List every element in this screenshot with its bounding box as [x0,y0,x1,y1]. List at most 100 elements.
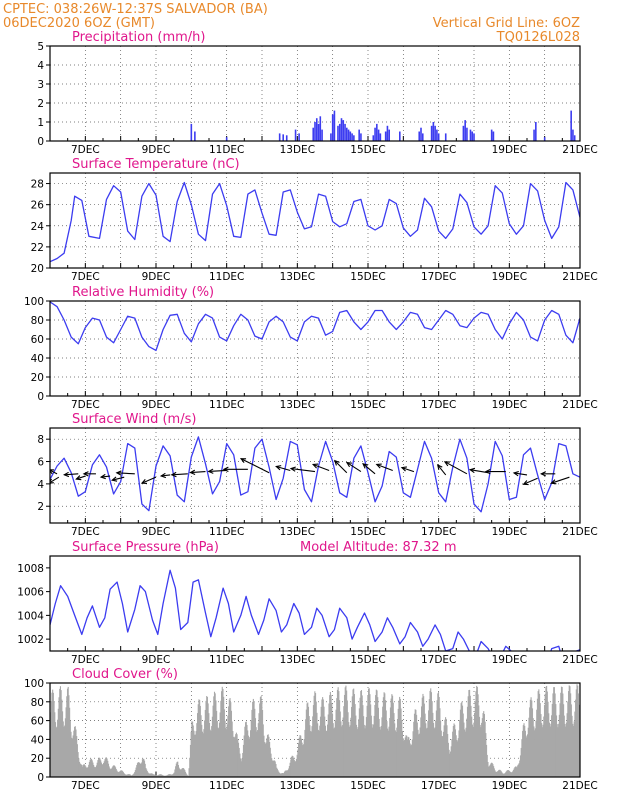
cloud-bar [562,693,564,777]
cloud-bar [118,771,120,777]
precip-bar [533,129,535,141]
cloud-bar [108,766,110,777]
cloud-bar [281,773,283,777]
cloud-bar [497,770,499,777]
cloud-bar [356,729,358,777]
cloud-bar [333,728,335,777]
cloud-bar [283,773,285,777]
cloud-bar [261,700,263,777]
cloud-bar [336,698,338,777]
cloud-bar [365,725,367,777]
cloud-bar [254,708,256,777]
cloud-ytick-label: 0 [37,772,44,784]
cloud-bar [233,736,235,777]
wind-vector [222,466,248,473]
cloud-xtick-label: 7DEC [71,780,100,792]
cloud-bar [211,716,213,777]
cloud-bar [216,710,218,777]
cloud-bar [59,686,61,777]
cloud-bar [427,721,429,777]
cloud-bar [365,717,367,777]
cloud-bar [435,710,437,777]
cloud-bar [264,742,266,777]
cloud-bar [272,760,274,777]
cloud-bar [481,718,483,777]
cloud-bar [299,735,301,777]
cloud-bar [264,743,266,777]
cloud-bar [407,736,409,777]
precip-bar [312,127,315,141]
precip-bar [436,129,438,141]
cloud-bar [445,718,447,777]
cloud-bar [84,765,86,777]
temp-xtick-label: 17DEC [421,271,456,283]
cloud-bar [115,767,117,777]
wind-ytick-label: 6 [37,457,44,469]
cloud-bar [51,692,53,777]
precip-bar [358,129,360,141]
cloud-bar [567,691,570,777]
cloud-xtick-label: 9DEC [142,780,171,792]
rh-xtick-label: 11DEC [209,399,244,411]
wind-vector [375,463,393,471]
precip-bar [294,129,297,141]
temp-ytick-label: 26 [31,200,45,212]
wind-vector [140,476,157,484]
cloud-bar [575,689,577,777]
wind-vector [207,468,227,474]
cloud-bar [554,693,556,777]
cloud-bar [158,774,160,777]
cloud-bar [518,763,520,777]
cloud-bar [245,722,247,777]
cloud-bar [237,742,240,777]
rh-ytick-label: 100 [24,296,44,308]
cloud-bar [288,768,290,777]
cloud-bar [381,717,383,777]
cloud-bar [249,730,252,777]
cloud-bar [384,700,387,777]
cloud-bar [266,738,268,777]
cloud-bar [345,685,347,777]
cloud-bar [286,770,288,777]
cloud-xtick-label: 21DEC [562,780,597,792]
cloud-ytick-label: 100 [24,678,44,690]
cloud-bar [229,698,231,777]
cloud-bar [235,734,237,777]
cloud-bar [194,734,196,777]
cloud-bar [473,722,475,777]
cloud-bar [319,716,322,777]
cloud-bar [267,734,269,777]
cloud-bar [74,726,76,777]
cloud-bar [384,693,386,777]
cloud-bar [547,701,549,777]
cloud-bar [195,731,197,777]
precip-bar [344,123,346,141]
cloud-bar [446,725,448,777]
cloud-bar [230,710,233,777]
precip-bar [342,120,345,141]
wind-plot-area [50,436,580,513]
cloud-bar [382,706,384,777]
cloud-bar [425,728,428,777]
cloud-bar [329,695,331,777]
precip-bar [194,131,196,141]
cloud-bar [466,718,468,777]
precip-xtick-label: 7DEC [71,144,100,156]
cloud-bar [180,769,182,777]
cloud-bar [565,726,567,777]
precip-bar [473,133,475,141]
wind-vector [311,463,330,471]
cloud-bar [169,774,171,777]
cloud-bar [151,773,153,777]
pres-frame [49,555,581,652]
cloud-bar [412,731,414,777]
cloud-bar [242,752,244,777]
cloud-bar [153,774,155,777]
cloud-xtick-label: 15DEC [350,780,385,792]
cloud-bar [439,708,441,777]
cloud-bar [143,760,146,777]
cloud-bar [364,728,366,777]
cloud-bar [502,773,504,777]
wind-ytick-label: 8 [37,434,44,446]
